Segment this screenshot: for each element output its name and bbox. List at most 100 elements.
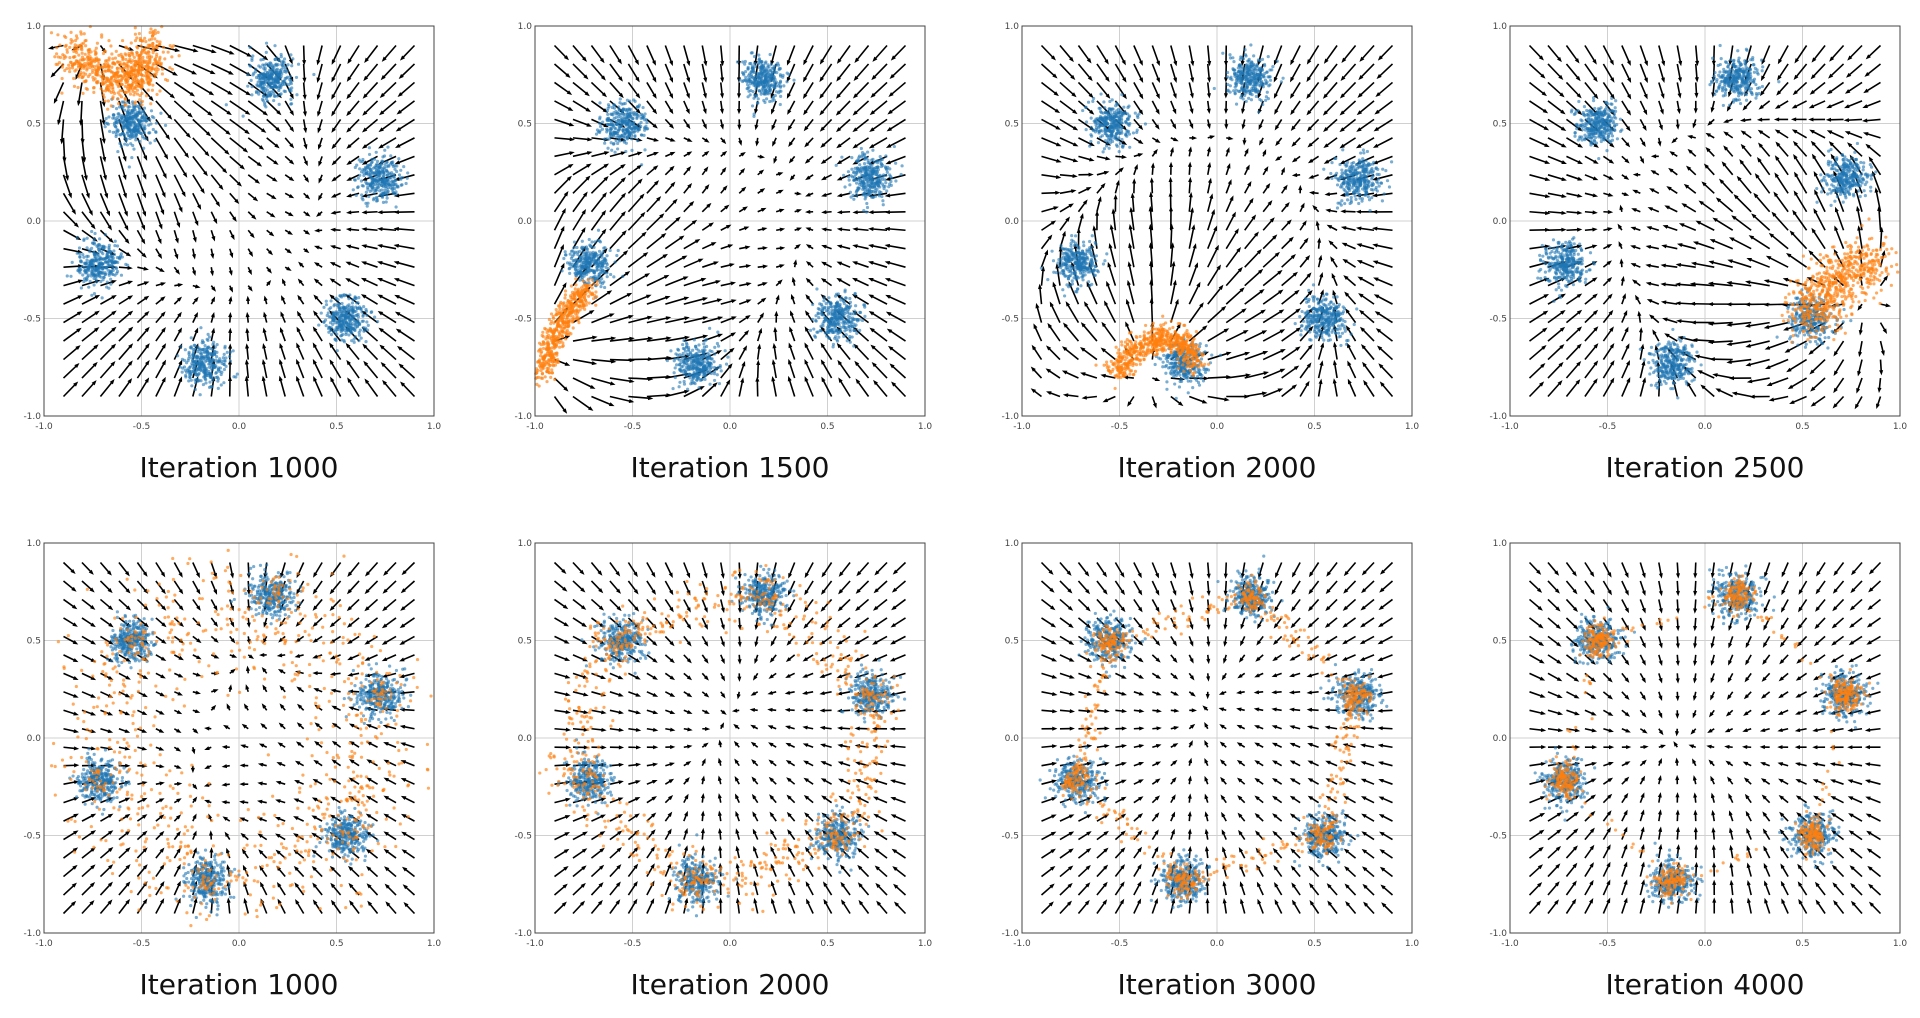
arrow-head: [787, 125, 793, 131]
vector-arrow: [553, 44, 568, 59]
real-point: [368, 189, 372, 193]
vector-arrow: [118, 344, 132, 361]
arrow-head: [804, 342, 809, 348]
generated-point: [103, 62, 107, 66]
arrow-head: [256, 161, 263, 167]
vector-arrow: [396, 155, 415, 164]
arrow-head: [78, 120, 84, 126]
vector-arrow: [363, 295, 378, 305]
real-point: [753, 93, 757, 97]
arrow-head: [670, 137, 676, 142]
generated-point: [153, 28, 157, 32]
arrow-head: [143, 281, 150, 286]
vector-arrow: [63, 247, 81, 253]
real-point: [90, 241, 95, 245]
generated-point: [143, 36, 147, 40]
arrow-head: [592, 335, 598, 340]
generated-point: [112, 91, 117, 96]
generated-point: [146, 43, 150, 47]
generated-point: [124, 57, 128, 62]
real-point: [203, 359, 207, 364]
real-point: [197, 367, 201, 371]
vector-arrow: [854, 345, 870, 361]
vector-arrow: [738, 380, 744, 397]
real-point: [878, 185, 882, 189]
real-point: [204, 356, 208, 360]
vector-arrow: [572, 193, 587, 213]
arrow-head: [363, 75, 369, 82]
generated-point: [134, 59, 138, 63]
real-point: [885, 189, 889, 193]
real-point: [858, 163, 862, 167]
vector-arrow: [738, 347, 747, 360]
arrow-head: [125, 252, 132, 257]
real-point: [289, 97, 293, 101]
arrow-head: [90, 223, 96, 230]
real-point: [865, 187, 869, 192]
real-point: [744, 79, 748, 83]
arrow-head: [313, 376, 318, 382]
generated-point: [108, 81, 112, 85]
real-point: [610, 148, 614, 152]
vector-arrow: [155, 211, 162, 228]
arrow-head: [288, 212, 294, 217]
real-point: [176, 354, 180, 358]
real-point: [97, 265, 102, 269]
real-point: [748, 72, 752, 76]
arrow-head: [656, 196, 662, 202]
arrow-head: [585, 107, 592, 112]
vector-arrow: [702, 280, 719, 287]
real-point: [605, 109, 609, 113]
arrow-head: [215, 201, 221, 207]
arrow-head: [562, 282, 567, 288]
vector-arrow: [591, 164, 607, 176]
vector-arrow: [81, 381, 96, 398]
real-point: [114, 121, 118, 125]
real-point: [382, 176, 387, 181]
arrow-head: [317, 127, 322, 134]
real-point: [637, 105, 641, 109]
vector-arrow: [397, 137, 415, 148]
real-point: [747, 78, 751, 82]
vector-arrow: [627, 165, 641, 176]
vector-arrow: [296, 361, 305, 379]
vector-arrow: [701, 82, 707, 96]
generated-point: [147, 38, 151, 42]
arrow-head: [788, 158, 794, 164]
vector-arrow: [665, 317, 688, 324]
real-point: [183, 348, 187, 352]
arrow-head: [852, 93, 859, 99]
real-point: [743, 59, 747, 64]
vector-arrow: [646, 376, 669, 379]
arrow-head: [288, 176, 295, 182]
generated-point: [107, 78, 111, 82]
arrow-head: [719, 93, 725, 99]
vector-arrow: [553, 377, 567, 391]
arrow-head: [778, 189, 784, 194]
real-point: [110, 259, 114, 263]
arrow-head: [587, 137, 593, 142]
real-point: [216, 379, 220, 383]
arrow-head: [884, 278, 891, 282]
arrow-head: [647, 396, 654, 401]
arrow-head: [169, 93, 176, 99]
real-point: [95, 280, 99, 284]
arrow-head: [819, 110, 825, 116]
real-point: [137, 120, 142, 125]
real-point: [617, 118, 621, 122]
real-point: [123, 136, 127, 140]
arrow-head: [805, 227, 812, 232]
arrow-head: [47, 45, 54, 50]
arrow-head: [836, 143, 842, 149]
real-point: [880, 194, 884, 199]
real-point: [129, 115, 133, 119]
arrow-head: [245, 91, 252, 96]
real-point: [851, 175, 855, 179]
real-point: [273, 57, 277, 62]
arrow-head: [393, 260, 400, 265]
real-point: [768, 84, 772, 88]
real-point: [873, 169, 877, 174]
real-point: [632, 112, 636, 116]
real-point: [105, 255, 110, 259]
vector-arrow: [719, 45, 724, 64]
